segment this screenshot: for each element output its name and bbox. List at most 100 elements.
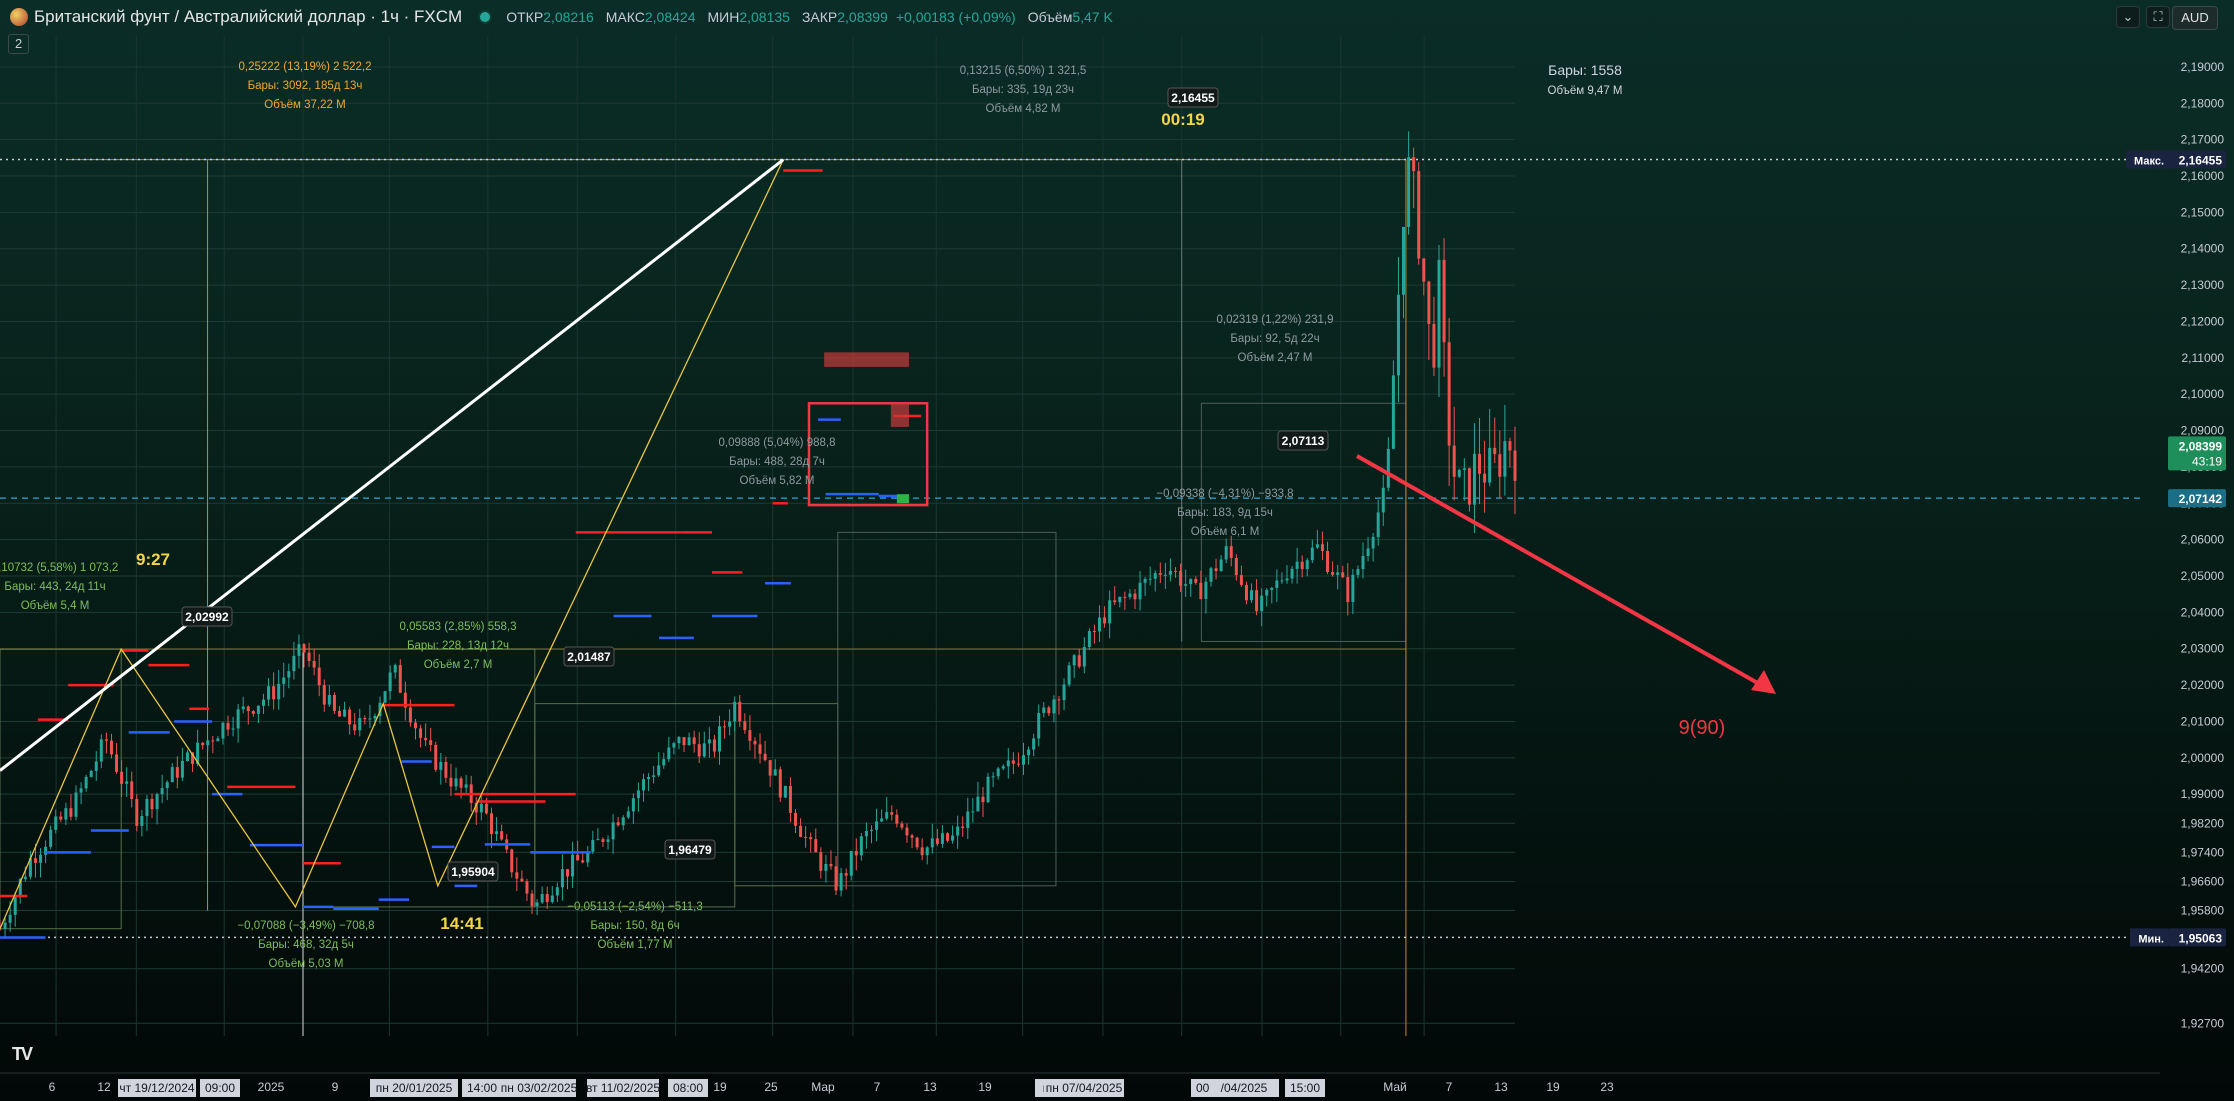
change-value: +0,00183 (+0,09%) xyxy=(895,9,1016,25)
candle-body xyxy=(180,761,184,778)
candle-body xyxy=(1067,665,1071,685)
annotation-text: 9(90) xyxy=(1679,717,1726,739)
candle-body xyxy=(312,660,316,668)
candle-body xyxy=(631,798,635,812)
time-tick: Май xyxy=(1383,1080,1407,1094)
candle-body xyxy=(601,839,605,842)
measurement-text: Бары: 150, 8д 6ч xyxy=(590,920,679,932)
time-highlight-box xyxy=(587,1079,659,1097)
candle-body xyxy=(915,837,919,848)
candle-body xyxy=(692,737,696,745)
time-highlight: пн 03/02/2025 xyxy=(501,1081,578,1095)
candle-body xyxy=(1138,582,1142,600)
price-tick: 2,18000 xyxy=(2181,96,2225,110)
candle-body xyxy=(403,692,407,708)
candle-body xyxy=(368,718,372,720)
time-highlight: 15:00 xyxy=(1290,1081,1320,1095)
candle-body xyxy=(1295,561,1299,569)
price-tick: 2,14000 xyxy=(2181,242,2225,256)
candle-body xyxy=(408,707,412,723)
price-tick: 2,05000 xyxy=(2181,569,2225,583)
candle-body xyxy=(484,803,488,814)
candle-body xyxy=(54,816,58,830)
candle-body xyxy=(1042,707,1046,713)
candle-body xyxy=(373,715,377,719)
candle-body xyxy=(444,761,448,778)
candle-body xyxy=(251,711,255,714)
candle-body xyxy=(1098,617,1102,632)
measurement-text: Бары: 488, 28д 7ч xyxy=(729,456,825,468)
measurement-text: 0,13215 (6,50%) 1 321,5 xyxy=(960,65,1087,77)
time-highlight-box xyxy=(200,1079,240,1097)
candle-body xyxy=(794,812,798,826)
candle-body xyxy=(1386,448,1390,488)
chevron-down-icon[interactable]: ⌄ xyxy=(2116,6,2140,28)
candle-body xyxy=(272,686,276,700)
time-tick: 7 xyxy=(1446,1080,1453,1094)
forecast-arrow xyxy=(1356,454,1771,692)
time-highlight: 14:00 xyxy=(467,1081,497,1095)
close-value: 2,08399 xyxy=(837,9,888,25)
time-tick: 7 xyxy=(874,1080,881,1094)
candle-body xyxy=(8,914,12,923)
currency-selector[interactable]: AUD xyxy=(2172,6,2218,30)
candle-body xyxy=(1391,375,1395,449)
symbol-title[interactable]: Британский фунт / Австралийский доллар ·… xyxy=(34,7,463,26)
candle-body xyxy=(358,717,362,731)
candle-body xyxy=(1442,259,1446,343)
candle-body xyxy=(1027,749,1031,756)
candle-body xyxy=(581,860,585,863)
candle-body xyxy=(454,778,458,787)
candle-body xyxy=(515,872,519,879)
time-highlight: 08:00 xyxy=(673,1081,703,1095)
candle-body xyxy=(216,738,220,742)
price-tick: 2,01000 xyxy=(2181,714,2225,728)
candle-body xyxy=(1011,760,1015,764)
candle-body xyxy=(966,811,970,829)
price-tick: 2,04000 xyxy=(2181,605,2225,619)
candle-body xyxy=(459,778,463,788)
candle-body xyxy=(687,737,691,746)
candle-body xyxy=(1457,469,1461,477)
candle-body xyxy=(748,730,752,741)
price-tick: 1,94200 xyxy=(2181,962,2225,976)
candle-body xyxy=(1072,655,1076,666)
candle-body xyxy=(236,709,240,729)
candle-body xyxy=(1214,568,1218,572)
candle-body xyxy=(1118,596,1122,603)
candle-body xyxy=(996,768,1000,777)
candle-body xyxy=(586,851,590,863)
candle-body xyxy=(1082,646,1086,667)
candle-body xyxy=(1341,572,1345,578)
candle-body xyxy=(778,769,782,798)
target-zone xyxy=(824,352,909,367)
candle-body xyxy=(337,710,341,717)
candle-body xyxy=(1153,573,1157,579)
candle-body xyxy=(545,894,549,903)
candle-body xyxy=(677,737,681,744)
time-tick: 9 xyxy=(332,1080,339,1094)
candle-body xyxy=(900,823,904,828)
candle-body xyxy=(160,788,164,795)
candle-body xyxy=(495,831,499,835)
pivot-label: 2,16455 xyxy=(1171,91,1215,105)
candle-body xyxy=(788,785,792,813)
candle-body xyxy=(109,740,113,755)
candle-body xyxy=(712,739,716,752)
level-price-box xyxy=(2168,489,2226,508)
candle-body xyxy=(145,798,149,817)
candle-body xyxy=(1381,487,1385,513)
candle-body xyxy=(738,701,742,722)
candle-body xyxy=(1113,600,1117,603)
time-tick: 13 xyxy=(1494,1080,1508,1094)
candle-body xyxy=(1199,582,1203,599)
candle-body xyxy=(1244,584,1248,601)
measurement-text: Объём 4,82 M xyxy=(986,103,1061,115)
time-highlight: 09:00 xyxy=(205,1081,235,1095)
max-price-badge: 2,16455 xyxy=(2179,153,2223,167)
indicator-count-toggle[interactable]: 2 xyxy=(8,34,30,54)
fullscreen-icon[interactable]: ⛶ xyxy=(2146,6,2170,28)
candle-body xyxy=(510,849,514,873)
high-label: МАКС xyxy=(605,9,645,25)
